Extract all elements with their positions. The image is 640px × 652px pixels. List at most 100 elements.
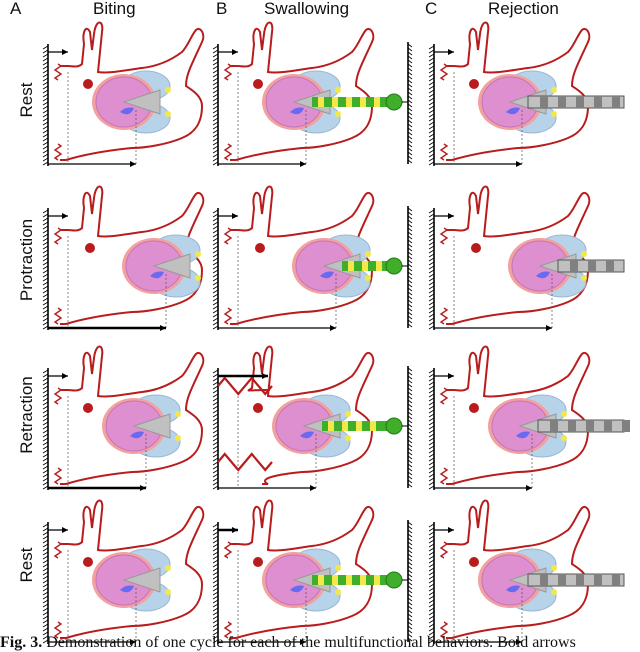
- diagram-biting-protraction: [42, 185, 205, 331]
- seaweed-band: [318, 97, 324, 107]
- anchor-wall: [42, 368, 49, 490]
- jaw-tip-lower: [561, 435, 567, 441]
- anchor-wall: [428, 522, 435, 644]
- jaw-tip-lower: [175, 435, 181, 441]
- tube-band: [540, 96, 548, 108]
- tube-band: [594, 96, 602, 108]
- spring-bottom: [223, 307, 233, 325]
- spring-bottom: [439, 621, 449, 639]
- jaw-tip-lower: [165, 589, 171, 595]
- body-outline: [60, 21, 205, 161]
- column-a-title: Biting: [93, 0, 136, 18]
- eye-icon: [83, 403, 93, 413]
- row-label-rest-1: Rest: [17, 82, 36, 118]
- seaweed-spring-icon: [385, 417, 403, 435]
- caption-label: Fig. 3.: [0, 634, 43, 651]
- diagram-swallowing-protraction: [212, 185, 413, 331]
- body-outline: [60, 185, 205, 325]
- jaw-tip-upper: [345, 411, 351, 417]
- tube-band: [568, 420, 576, 432]
- column-b-letter: B: [216, 0, 228, 18]
- diagram-rejection-rest1: [428, 21, 625, 167]
- jaw-tip-upper: [175, 411, 181, 417]
- tube-band: [612, 96, 620, 108]
- spring-bottom: [53, 621, 63, 639]
- seaweed-band: [362, 261, 368, 271]
- anchor-wall: [42, 208, 49, 330]
- anchor-wall: [42, 522, 49, 644]
- tube-band: [558, 574, 566, 586]
- row-label-retraction: Retraction: [17, 376, 36, 454]
- body-outline: [230, 21, 375, 161]
- column-c-letter: C: [425, 0, 438, 18]
- body-outline: [60, 499, 205, 639]
- seaweed-anchor-wall: [407, 366, 413, 488]
- eye-icon: [253, 403, 263, 413]
- jaw-tip-lower: [551, 589, 557, 595]
- anchor-wall: [212, 368, 219, 490]
- seaweed-anchor-wall: [407, 520, 413, 642]
- tube-band: [622, 420, 630, 432]
- seaweed-spring-icon: [385, 571, 403, 589]
- jaw-tip-upper: [365, 251, 371, 257]
- radula: [152, 253, 191, 279]
- muscle: [290, 585, 304, 593]
- seaweed-band: [370, 421, 376, 431]
- eye-icon: [253, 79, 263, 89]
- jaw-tip-lower: [551, 111, 557, 117]
- muscle: [506, 585, 520, 593]
- seaweed-band: [342, 421, 348, 431]
- spring-bottom: [223, 143, 233, 161]
- seaweed-band: [332, 97, 338, 107]
- anchor-wall: [42, 44, 49, 166]
- eye-icon: [83, 557, 93, 567]
- seaweed-band: [332, 575, 338, 585]
- muscle: [516, 431, 530, 439]
- body-outline: [446, 345, 591, 485]
- muscle: [120, 585, 134, 593]
- seaweed-strip: [322, 421, 388, 431]
- seaweed-spring-icon: [385, 93, 403, 111]
- spring-bottom: [439, 143, 449, 161]
- diagram-biting-retraction: [42, 345, 205, 491]
- body-outline: [60, 345, 205, 485]
- radula: [122, 567, 161, 593]
- seaweed-spring-icon: [385, 257, 403, 275]
- spring-bottom: [53, 307, 63, 325]
- tube-band: [576, 574, 584, 586]
- diagram-swallowing-rest1: [212, 21, 413, 167]
- jaw-tip-upper: [551, 565, 557, 571]
- eye-icon: [469, 403, 479, 413]
- seaweed-band: [346, 575, 352, 585]
- eye-icon: [469, 79, 479, 89]
- spring-bottom: [53, 143, 63, 161]
- jaw-tip-lower: [581, 275, 587, 281]
- diagram-swallowing-retraction: [212, 345, 413, 491]
- jaw-tip-lower: [165, 111, 171, 117]
- anchor-wall: [212, 44, 219, 166]
- body-outline: [247, 345, 375, 485]
- anchor-wall: [212, 208, 219, 330]
- spring-bottom: [439, 467, 449, 485]
- diagram-biting-rest2: [42, 499, 205, 645]
- seaweed-anchor-wall: [407, 206, 413, 328]
- jaw-tip-upper: [551, 87, 557, 93]
- seaweed-band: [360, 97, 366, 107]
- diagram-rejection-retraction: [428, 345, 630, 491]
- figure-caption: Fig. 3. Demonstration of one cycle for e…: [0, 634, 640, 652]
- anchor-wall: [428, 368, 435, 490]
- muscle: [290, 107, 304, 115]
- jaw-tip-upper: [561, 411, 567, 417]
- seaweed-band: [376, 261, 382, 271]
- eye-icon: [471, 243, 481, 253]
- caption-text: Demonstration of one cycle for each of t…: [46, 634, 576, 651]
- eye-icon: [85, 243, 95, 253]
- body-outline: [446, 499, 591, 639]
- anchor-wall: [428, 44, 435, 166]
- jaw-tip-upper: [165, 87, 171, 93]
- seaweed-anchor-wall: [407, 42, 413, 164]
- tube-band: [550, 420, 558, 432]
- diagram-swallowing-rest2: [212, 499, 413, 645]
- tube-band: [576, 96, 584, 108]
- muscle: [506, 107, 520, 115]
